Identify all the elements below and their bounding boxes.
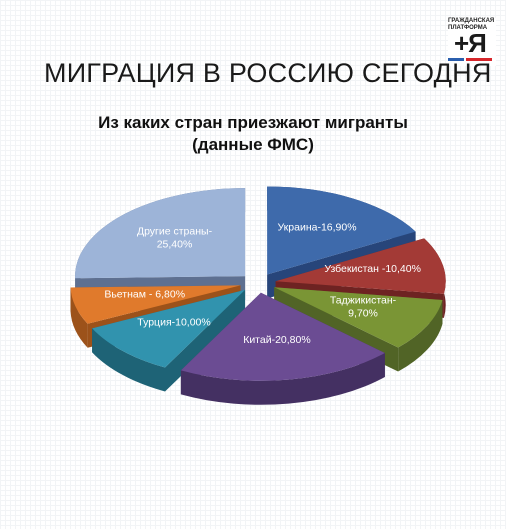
slice-label-5: Вьетнам - 6,80% [104, 288, 185, 300]
logo-top-text: гражданская платформа [448, 18, 495, 31]
chart-subtitle: (данные ФМС) [192, 135, 314, 154]
chart-title-block: Из каких стран приезжают мигранты (данны… [0, 112, 506, 156]
pie-slice-top-1 [275, 238, 446, 294]
slice-label-4: Турция-10,00% [137, 316, 210, 328]
slide-title: МИГРАЦИЯ В РОССИЮ СЕГОДНЯ [44, 58, 492, 88]
slice-label-1: Узбекистан -10,40% [324, 263, 421, 275]
pie-slice-edge-4 [92, 328, 166, 392]
slice-label-3: Китай-20,80% [243, 334, 311, 346]
pie-slice-edge-3 [180, 353, 385, 405]
logo-bar-blue [448, 58, 464, 61]
pie-slice-edge-5 [70, 287, 88, 348]
slice-label-2: Таджикистан-9,70% [330, 294, 397, 319]
logo: гражданская платформа +Я [448, 18, 496, 66]
pie-slice-edge-2 [398, 299, 443, 372]
logo-mark: +Я [454, 28, 487, 58]
pie-slice-top-5 [70, 285, 241, 324]
chart-title: Из каких стран приезжают мигранты [98, 113, 408, 132]
pie-slice-top-3 [180, 292, 385, 381]
slice-label-0: Украина-16,90% [277, 221, 356, 233]
slice-label-6: Другие страны-25,40% [137, 225, 213, 250]
pie-slice-top-4 [92, 289, 246, 368]
pie-slice-4 [92, 289, 246, 392]
pie-slice-3 [180, 292, 385, 405]
pie-slice-top-6 [75, 188, 246, 279]
logo-bar-red [466, 58, 492, 61]
pie-slice-top-2 [274, 287, 443, 348]
pie-slice-top-0 [267, 186, 416, 275]
